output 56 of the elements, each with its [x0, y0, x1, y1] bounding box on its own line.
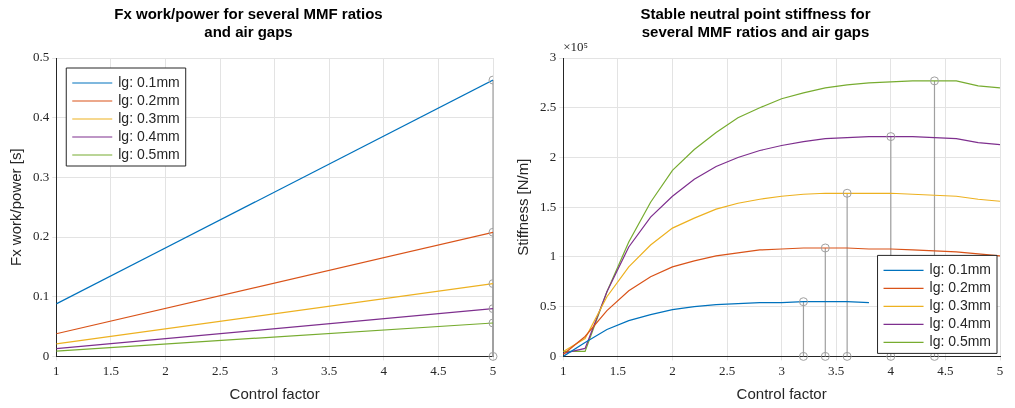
- x-tick-label: 3.5: [828, 362, 845, 378]
- legend-label: lg: 0.2mm: [118, 91, 180, 108]
- legend-label: lg: 0.4mm: [118, 127, 180, 144]
- x-tick-label: 2.5: [718, 362, 736, 378]
- x-axis-title: Control factor: [736, 385, 827, 403]
- chart-title: Stable neutral point stiffness for several MMF ratios and air gaps: [640, 5, 871, 41]
- x-tick-label: 4: [887, 362, 895, 378]
- point: [798, 297, 808, 307]
- y-tick-label: 0: [549, 347, 557, 363]
- y-tick-label: 3: [549, 49, 557, 65]
- x-tick-label: 2.5: [211, 362, 229, 378]
- point: [842, 351, 852, 361]
- y-tick-label: 2: [549, 148, 557, 164]
- point: [842, 188, 852, 198]
- point: [820, 351, 830, 361]
- y-tick-label: 0.2: [33, 228, 50, 244]
- y-axis-title: Stiffness [N/m]: [514, 158, 532, 256]
- y-tick-label: 1: [549, 248, 557, 264]
- x-tick-label: 2: [669, 362, 676, 378]
- y-axis-title: Fx work/power [s]: [7, 148, 25, 266]
- y-tick-label: 0.4: [33, 109, 50, 125]
- x-axis-title: Control factor: [229, 385, 320, 403]
- x-tick-label: 4.5: [430, 362, 447, 378]
- y-tick-label: 0: [42, 347, 50, 363]
- y-tick-label: 1.5: [540, 198, 557, 214]
- x-tick-label: 1.5: [609, 362, 626, 378]
- legend-label: lg: 0.3mm: [118, 109, 180, 126]
- y-tick-label: 0.5: [540, 298, 557, 314]
- legend-label: lg: 0.1mm: [118, 73, 180, 90]
- point: [929, 76, 939, 86]
- x-tick-label: 2: [162, 362, 169, 378]
- point: [820, 243, 830, 253]
- x-tick-label: 4.5: [937, 362, 954, 378]
- legend-label: lg: 0.5mm: [929, 333, 992, 350]
- y-tick-label: 0.5: [33, 49, 50, 65]
- text: ×10⁵: [563, 38, 589, 54]
- y-tick-label: 2.5: [540, 99, 557, 115]
- chart-title: Fx work/power for several MMF ratios and air gaps: [114, 5, 383, 41]
- x-tick-label: 3: [778, 362, 785, 378]
- x-tick-label: 4: [380, 362, 388, 378]
- y-tick-label: 0.3: [33, 168, 50, 184]
- x-tick-label: 1: [560, 362, 567, 378]
- legend-label: lg: 0.2mm: [929, 279, 992, 296]
- x-tick-label: 5: [489, 362, 497, 378]
- point: [798, 351, 808, 361]
- legend-label: lg: 0.3mm: [929, 297, 992, 314]
- x-tick-label: 3.5: [321, 362, 338, 378]
- legend-label: lg: 0.4mm: [929, 315, 992, 332]
- point: [886, 132, 896, 142]
- x-tick-label: 3: [271, 362, 278, 378]
- legend-label: lg: 0.1mm: [929, 261, 992, 278]
- legend-label: lg: 0.5mm: [118, 145, 180, 162]
- x-tick-label: 5: [996, 362, 1004, 378]
- x-tick-label: 1: [53, 362, 60, 378]
- y-tick-label: 0.1: [33, 288, 50, 304]
- x-tick-label: 1.5: [102, 362, 119, 378]
